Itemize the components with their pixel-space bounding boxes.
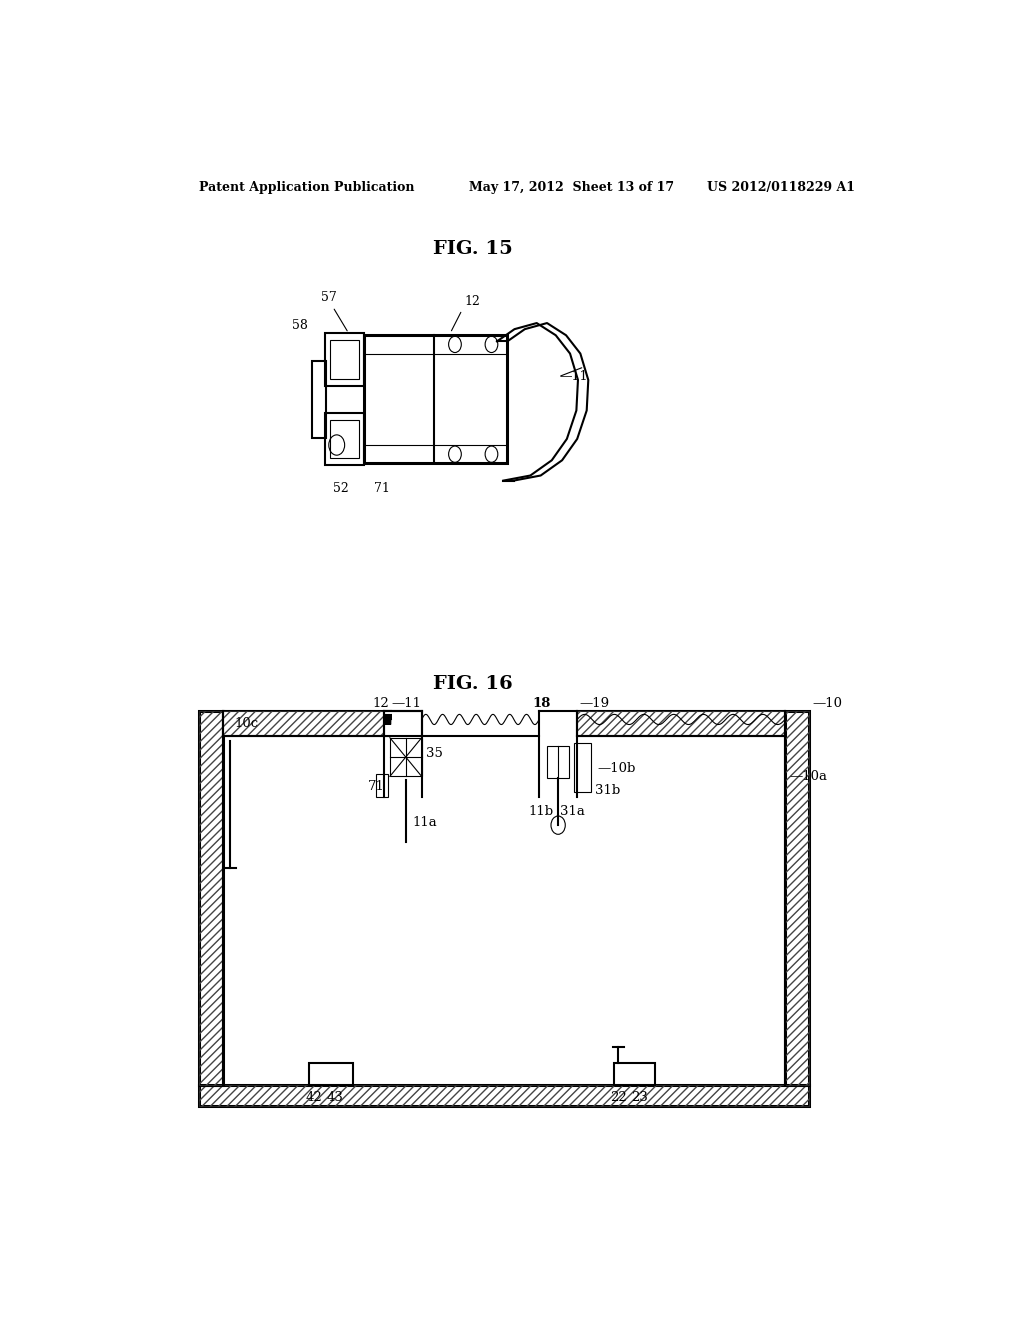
Bar: [785, 711, 809, 1085]
Bar: [325, 413, 365, 466]
Bar: [578, 711, 785, 735]
Text: —10: —10: [813, 697, 843, 710]
Text: FIG. 16: FIG. 16: [433, 675, 513, 693]
Text: 57: 57: [321, 290, 337, 304]
Bar: [200, 1085, 809, 1106]
Text: US 2012/0118229 A1: US 2012/0118229 A1: [708, 181, 855, 194]
Text: 12: 12: [373, 697, 389, 710]
Text: 52: 52: [333, 482, 348, 495]
Bar: [200, 711, 223, 1085]
Text: 23: 23: [631, 1092, 648, 1104]
Bar: [331, 341, 359, 379]
Bar: [312, 360, 326, 438]
Text: 11b: 11b: [528, 805, 553, 818]
Bar: [578, 711, 785, 735]
Text: 12: 12: [465, 294, 480, 308]
Bar: [309, 1063, 353, 1085]
Text: —11: —11: [560, 371, 588, 383]
Bar: [547, 746, 569, 779]
Bar: [390, 738, 422, 776]
Text: 10c: 10c: [234, 717, 258, 730]
Bar: [223, 711, 391, 735]
Text: —11: —11: [391, 697, 422, 710]
Text: FIG. 15: FIG. 15: [433, 240, 513, 257]
Bar: [365, 335, 507, 463]
Bar: [613, 1063, 655, 1085]
Text: Patent Application Publication: Patent Application Publication: [200, 181, 415, 194]
Text: 31b: 31b: [595, 784, 620, 797]
Text: 58: 58: [292, 318, 308, 331]
Bar: [574, 743, 592, 792]
Bar: [785, 711, 809, 1085]
Text: 71: 71: [374, 482, 390, 495]
Text: 43: 43: [327, 1092, 343, 1104]
Text: 42: 42: [306, 1092, 323, 1104]
Text: 18: 18: [532, 697, 551, 710]
Bar: [325, 333, 365, 385]
Bar: [331, 420, 359, 458]
Bar: [376, 775, 388, 797]
Bar: [384, 711, 422, 735]
Text: May 17, 2012  Sheet 13 of 17: May 17, 2012 Sheet 13 of 17: [469, 181, 675, 194]
Text: 11a: 11a: [412, 816, 437, 829]
Text: 22: 22: [610, 1092, 628, 1104]
Bar: [200, 1085, 809, 1106]
Bar: [223, 711, 391, 735]
Text: —10b: —10b: [598, 762, 636, 775]
Text: 71: 71: [368, 780, 385, 793]
Text: —10a: —10a: [790, 770, 827, 783]
Bar: [200, 711, 223, 1085]
Text: 35: 35: [426, 747, 443, 760]
Text: —19: —19: [580, 697, 609, 710]
Text: 31a: 31a: [560, 805, 585, 818]
